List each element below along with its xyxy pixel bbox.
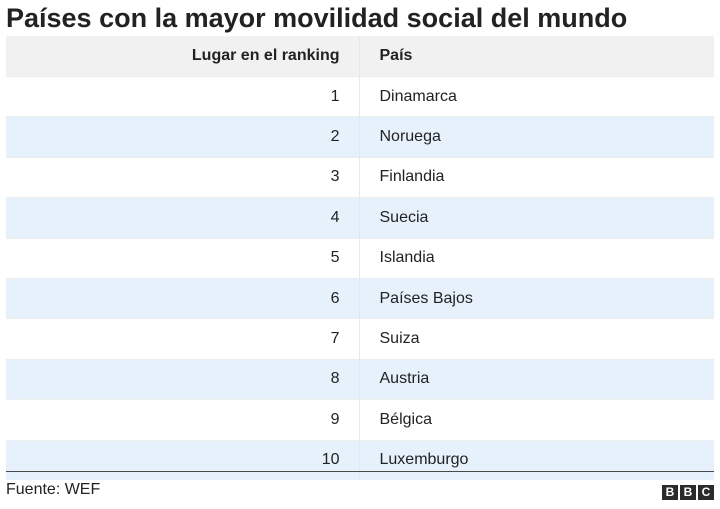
country-cell: Finlandia — [359, 156, 714, 198]
table-header-row: Lugar en el ranking País — [6, 36, 714, 77]
country-cell: Dinamarca — [359, 75, 714, 117]
table-row: 4 Suecia — [6, 197, 714, 239]
chart-title: Países con la mayor movilidad social del… — [6, 3, 628, 33]
rank-cell: 2 — [6, 116, 360, 158]
country-cell: Luxemburgo — [359, 439, 714, 480]
table-row: 1 Dinamarca — [6, 75, 714, 117]
table-body: 1 Dinamarca 2 Noruega 3 Finlandia 4 Suecia 5 Isla… — [6, 75, 714, 480]
rank-cell: 5 — [6, 237, 360, 279]
country-cell: Islandia — [359, 237, 714, 279]
bbc-logo-letter: B — [662, 485, 678, 500]
rank-cell: 3 — [6, 156, 360, 198]
column-header-country: País — [379, 47, 413, 64]
table-row: 2 Noruega — [6, 116, 714, 158]
country-cell: Austria — [359, 358, 714, 400]
country-cell: Suecia — [359, 197, 714, 239]
bbc-logo: B B C — [662, 485, 714, 500]
column-header-rank: Lugar en el ranking — [6, 36, 360, 77]
rank-cell: 6 — [6, 277, 360, 319]
table-row: 7 Suiza — [6, 318, 714, 360]
table-row: 9 Bélgica — [6, 399, 714, 441]
country-cell: Países Bajos — [359, 277, 714, 319]
table-row: 3 Finlandia — [6, 156, 714, 198]
country-cell: Suiza — [359, 318, 714, 360]
table-row: 10 Luxemburgo — [6, 439, 714, 480]
ranking-table: Lugar en el ranking País 1 Dinamarca 2 Noru… — [6, 36, 714, 480]
rank-cell: 7 — [6, 318, 360, 360]
rank-cell: 9 — [6, 399, 360, 441]
footer-divider — [6, 471, 714, 472]
country-cell: Noruega — [359, 116, 714, 158]
rank-cell: 8 — [6, 358, 360, 400]
bbc-logo-letter: B — [680, 485, 696, 500]
table-row: 5 Islandia — [6, 237, 714, 279]
ranking-table-container: Lugar en el ranking País 1 Dinamarca 2 Noru… — [6, 36, 714, 480]
rank-cell: 1 — [6, 75, 360, 117]
table-row: 8 Austria — [6, 358, 714, 400]
rank-cell: 10 — [6, 439, 360, 480]
country-cell: Bélgica — [359, 399, 714, 441]
source-note: Fuente: WEF — [6, 481, 101, 498]
bbc-logo-letter: C — [698, 485, 714, 500]
rank-cell: 4 — [6, 197, 360, 239]
table-row: 6 Países Bajos — [6, 277, 714, 319]
